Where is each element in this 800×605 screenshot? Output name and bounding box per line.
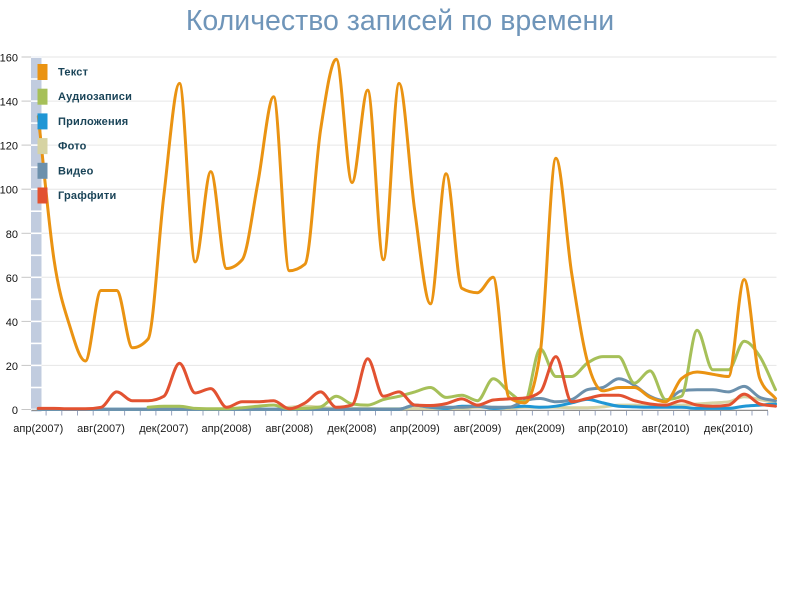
svg-text:Приложения: Приложения: [58, 116, 128, 128]
svg-text:Граффити: Граффити: [58, 190, 116, 202]
svg-text:160: 160: [0, 53, 18, 65]
svg-text:авг(2007): авг(2007): [77, 423, 125, 435]
svg-text:апр(2009): апр(2009): [390, 423, 440, 435]
svg-text:дек(2010): дек(2010): [704, 423, 753, 435]
svg-text:апр(2010): апр(2010): [578, 423, 628, 435]
svg-text:Фото: Фото: [58, 141, 87, 153]
svg-text:120: 120: [0, 141, 18, 153]
svg-text:0: 0: [12, 405, 18, 417]
svg-text:апр(2008): апр(2008): [202, 423, 252, 435]
svg-text:20: 20: [6, 361, 18, 373]
svg-text:100: 100: [0, 185, 18, 197]
svg-text:Видео: Видео: [58, 165, 94, 177]
svg-text:апр(2007): апр(2007): [13, 423, 63, 435]
svg-text:Аудиозаписи: Аудиозаписи: [58, 91, 132, 103]
svg-text:дек(2009): дек(2009): [516, 423, 565, 435]
svg-text:авг(2009): авг(2009): [454, 423, 502, 435]
svg-text:дек(2008): дек(2008): [327, 423, 376, 435]
svg-text:80: 80: [6, 229, 18, 241]
svg-text:60: 60: [6, 273, 18, 285]
svg-text:авг(2010): авг(2010): [642, 423, 690, 435]
svg-text:40: 40: [6, 317, 18, 329]
svg-text:Текст: Текст: [58, 67, 89, 79]
svg-text:140: 140: [0, 97, 18, 109]
svg-text:дек(2007): дек(2007): [139, 423, 188, 435]
svg-text:авг(2008): авг(2008): [265, 423, 313, 435]
